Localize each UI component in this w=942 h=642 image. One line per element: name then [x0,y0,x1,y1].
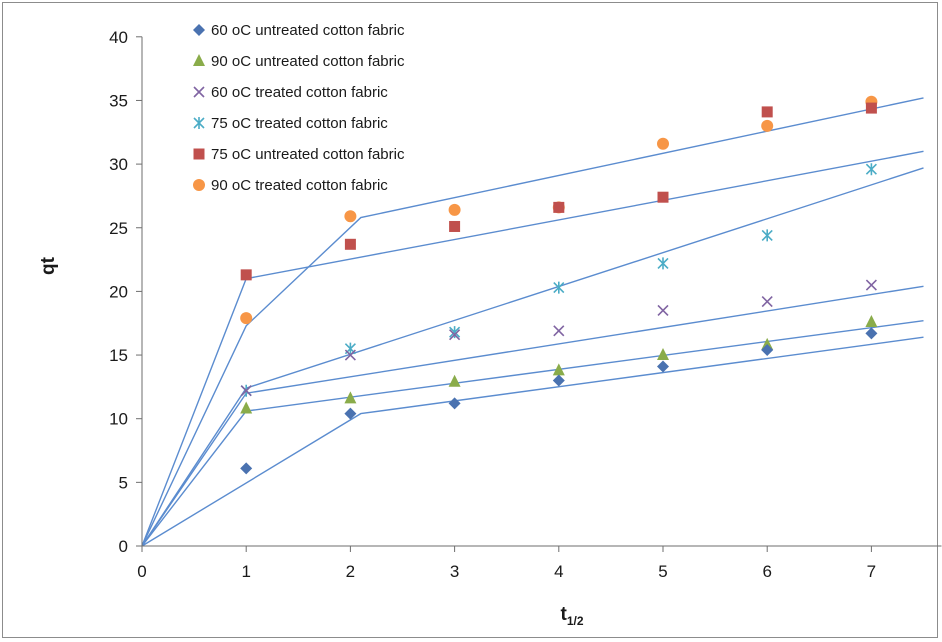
data-point [761,119,774,132]
data-point [449,329,461,341]
data-point [761,229,773,242]
legend-marker [193,148,205,160]
data-point [553,201,565,213]
data-point [657,360,669,373]
legend-item: 90 oC untreated cotton fabric [193,53,405,70]
y-tick-label: 30 [109,155,128,174]
data-point [865,102,877,114]
legend-label: 60 oC untreated cotton fabric [211,22,405,39]
legend-label: 90 oC untreated cotton fabric [211,53,405,70]
data-point [657,348,669,361]
data-point [657,304,669,317]
legend: 60 oC untreated cotton fabric 90 oC untre… [193,22,405,194]
x-tick-label: 1 [241,562,250,581]
data-point [344,238,356,250]
data-point [865,314,878,327]
data-point [657,191,669,203]
data-point [449,220,461,232]
series-group [240,314,878,414]
data-point [553,281,565,294]
data-point [865,327,878,340]
x-axis-title-subscript: 1/2 [567,614,584,628]
legend-marker [193,54,205,66]
trend-line [141,285,924,547]
data-point [761,296,773,308]
data-point [344,342,356,355]
data-point [240,312,253,325]
data-point [344,391,357,404]
data-point [240,401,253,414]
legend-item: 60 oC untreated cotton fabric [193,22,405,39]
legend-item: 60 oC treated cotton fabric [193,84,388,101]
legend-marker [193,117,205,129]
data-point [448,374,461,387]
legend-marker [193,179,205,191]
x-tick-label: 4 [554,562,563,581]
x-tick-label: 7 [867,562,876,581]
trend-lines [141,97,924,547]
data-point [761,106,773,118]
x-tick-label: 2 [346,562,355,581]
y-tick-label: 25 [109,219,128,238]
x-tick-label: 3 [450,562,459,581]
y-tick-label: 40 [109,28,128,47]
data-point [448,203,461,216]
trend-line [141,319,924,547]
x-tick-label: 6 [762,562,771,581]
data-point [344,349,356,361]
x-tick-label: 0 [137,562,146,581]
legend-item: 90 oC treated cotton fabric [193,177,388,194]
data-point [761,343,774,356]
data-point [657,137,669,150]
data-point [865,279,877,291]
series-group [240,102,877,281]
data-point [344,407,357,420]
series-group [240,163,877,397]
y-axis-title: qt [38,256,59,275]
data-point [344,210,357,223]
axes: 0 5 10 15 20 25 30 35 40 0 1 2 3 4 5 6 7 [109,28,942,581]
data-point [552,374,565,387]
x-tick-label: 5 [658,562,667,581]
legend-label: 75 oC untreated cotton fabric [211,146,405,163]
data-point [553,325,565,337]
y-tick-label: 35 [109,91,128,110]
data-point [449,326,461,339]
data-point [761,337,774,350]
y-tick-label: 15 [109,346,128,365]
data-point [865,163,877,176]
legend-label: 75 oC treated cotton fabric [211,115,388,132]
legend-marker [193,24,205,36]
data-point [448,397,461,410]
y-tick-label: 5 [119,473,128,492]
legend-item: 75 oC untreated cotton fabric [193,146,405,163]
legend-marker [193,86,205,98]
y-tick-label: 20 [109,282,128,301]
y-tick-label: 0 [119,537,128,556]
data-point [552,363,565,376]
y-tick-label: 10 [109,410,128,429]
x-axis-title-main: t [560,604,567,625]
legend-item: 75 oC treated cotton fabric [193,115,388,132]
x-axis-title: t1/2 [560,604,583,628]
legend-label: 60 oC treated cotton fabric [211,84,388,101]
data-point [657,257,669,270]
data-point [240,462,253,475]
data-point [240,269,252,281]
trend-line [141,336,924,547]
trend-line [141,97,924,547]
series-group [240,279,877,397]
legend-label: 90 oC treated cotton fabric [211,177,388,194]
series-group [240,327,878,475]
data-points [240,95,878,475]
data-point [240,385,252,397]
